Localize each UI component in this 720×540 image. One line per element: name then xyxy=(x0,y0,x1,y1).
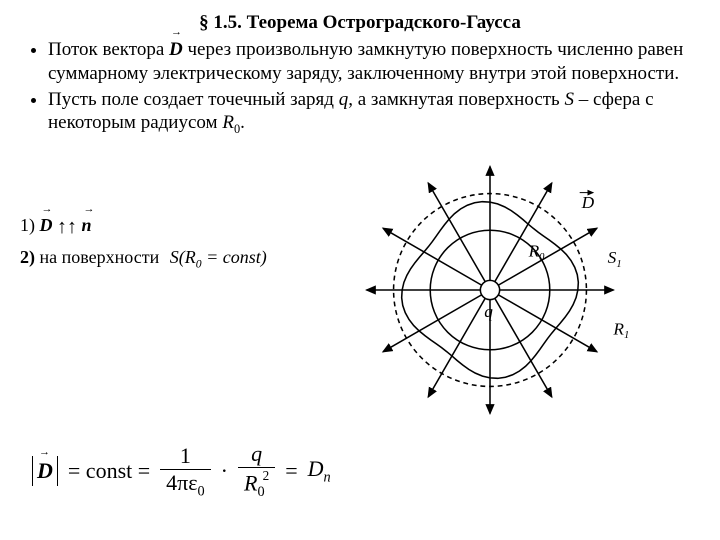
svg-text:q: q xyxy=(484,302,493,321)
svg-text:R1: R1 xyxy=(612,320,629,342)
parallel-arrows-icon: ↑↑ xyxy=(57,216,77,239)
bullet-item: Пусть поле создает точечный заряд q, а з… xyxy=(48,88,700,138)
n-vector-icon: n xyxy=(82,215,92,236)
d-vector-icon: D xyxy=(37,458,53,484)
diagram: D R0 S1 R1 q xyxy=(280,155,700,431)
side-notes: 1) D ↑↑ n 2) на поверхности S(R0 = const… xyxy=(20,155,280,275)
svg-text:D: D xyxy=(581,194,595,213)
d-vector-icon: D xyxy=(40,215,53,236)
main-formula: D = const = 1 4πε0 · q R02 = Dn xyxy=(20,441,700,501)
d-vector-icon: D xyxy=(169,38,183,62)
note-1: 1) D ↑↑ n xyxy=(20,215,280,239)
surface-formula: S(R0 = const) xyxy=(164,245,273,275)
bullet-item: Поток вектора D через произвольную замкн… xyxy=(48,38,700,86)
section-title: § 1.5. Теорема Остроградского-Гаусса xyxy=(20,12,700,34)
note-2: 2) на поверхности S(R0 = const) xyxy=(20,245,280,275)
svg-text:R0: R0 xyxy=(528,242,546,264)
bullet-list: Поток вектора D через произвольную замкн… xyxy=(20,38,700,137)
svg-text:S1: S1 xyxy=(608,248,622,270)
